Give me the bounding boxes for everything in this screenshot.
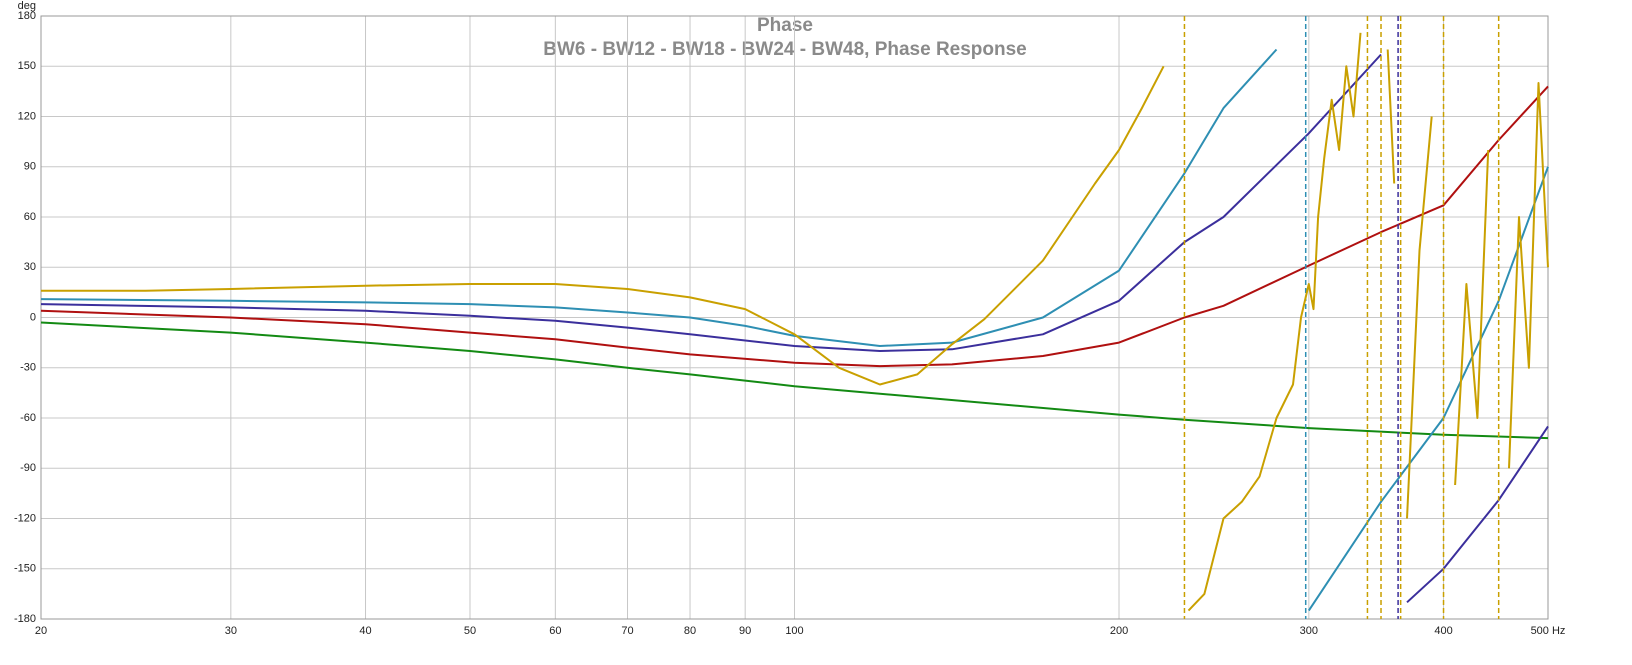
y-tick-label: 0 [30,311,36,323]
x-tick-label: 80 [684,625,696,637]
y-tick-label: -120 [14,512,36,524]
y-tick-label: -60 [20,412,36,424]
y-axis-label: deg [18,0,36,12]
series-line [40,321,1549,440]
x-tick-label: 60 [549,625,561,637]
y-tick-label: 150 [18,60,36,72]
plot-border [40,15,1549,620]
y-tick-label: 30 [24,261,36,273]
x-tick-label: 200 [1110,625,1128,637]
x-tick-label: 40 [359,625,371,637]
chart-subtitle: BW6 - BW12 - BW18 - BW24 - BW48, Phase R… [543,39,1027,60]
x-tick-label: 30 [225,625,237,637]
x-tick-label: 100 [785,625,803,637]
x-tick-label: 400 [1434,625,1452,637]
y-tick-label: 180 [18,10,36,22]
y-tick-label: 120 [18,110,36,122]
x-tick-label: 70 [621,625,633,637]
y-tick-label: -180 [14,613,36,625]
x-tick-label: 20 [35,625,47,637]
x-tick-label: 300 [1300,625,1318,637]
y-tick-label: 60 [24,211,36,223]
x-tick-label: 500 Hz [1531,625,1566,637]
x-tick-label: 90 [739,625,751,637]
y-tick-label: -90 [20,462,36,474]
x-tick-label: 50 [464,625,476,637]
chart-title: Phase [757,15,813,36]
y-tick-label: -150 [14,563,36,575]
series-line [40,53,1549,604]
series-line [41,32,1549,612]
y-tick-label: 90 [24,161,36,173]
y-tick-label: -30 [20,362,36,374]
